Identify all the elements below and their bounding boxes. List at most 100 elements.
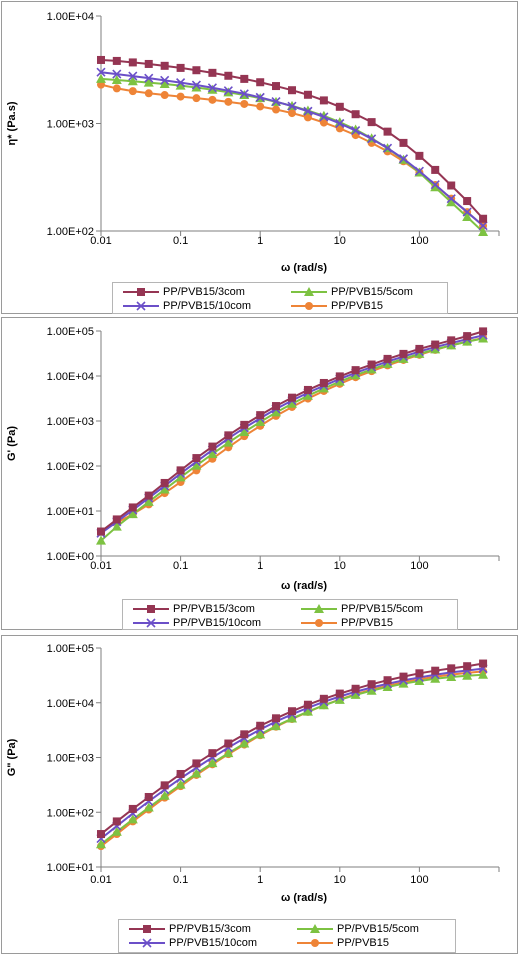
data-point	[366, 685, 377, 695]
data-point	[160, 781, 169, 790]
data-point	[128, 503, 137, 512]
data-point	[446, 340, 457, 350]
legend-marker	[142, 938, 152, 948]
data-point	[382, 681, 393, 691]
x-tick-label: 1	[257, 560, 263, 572]
data-point	[367, 360, 376, 369]
legend-marker	[310, 924, 320, 933]
data-point	[447, 664, 456, 673]
data-point	[446, 672, 457, 682]
data-point	[415, 669, 424, 678]
data-point	[160, 61, 169, 70]
legend-label: PP/PVB15/3com	[163, 286, 245, 298]
data-point	[271, 407, 282, 417]
data-point	[414, 675, 425, 685]
data-point	[96, 67, 106, 77]
data-point	[207, 83, 217, 93]
x-tick-label: 0.1	[173, 235, 188, 247]
axes: 1.00E+01 1.00E+02 1.00E+03 1.00E+04 1.00E+05…	[47, 643, 500, 886]
data-point	[223, 86, 233, 96]
data-point	[351, 366, 360, 375]
legend-item: PP/PVB15/3com	[129, 922, 251, 936]
y-tick-label: 1.00E+04	[47, 371, 94, 383]
data-point	[176, 769, 185, 778]
data-point	[191, 768, 202, 778]
x-tick-label: 100	[410, 560, 428, 572]
y-axis-title: η* (Pa.s)	[6, 101, 18, 145]
loss-modulus-chart-panel: 1.00E+01 1.00E+02 1.00E+03 1.00E+04 1.00E+05…	[1, 635, 518, 954]
data-point	[446, 197, 457, 207]
data-point	[112, 515, 121, 524]
data-point	[239, 738, 250, 748]
data-point	[111, 521, 122, 531]
data-point	[382, 358, 393, 368]
data-point	[192, 94, 201, 103]
data-point	[288, 393, 297, 402]
data-point	[159, 484, 170, 494]
data-point	[399, 349, 408, 358]
data-point	[287, 398, 298, 408]
y-tick-label: 1.00E+01	[47, 506, 94, 518]
data-point	[447, 181, 456, 190]
y-axis-title: G' (Pa)	[6, 426, 18, 461]
data-point	[192, 759, 201, 768]
data-point	[112, 69, 122, 79]
storage-modulus-chart-panel: 1.00E+00 1.00E+01 1.00E+02 1.00E+03 1.00E+04…	[1, 317, 518, 630]
x-tick-label: 100	[410, 874, 428, 886]
data-point	[335, 689, 344, 698]
x-tick-label: 0.01	[90, 560, 111, 572]
data-point	[207, 84, 218, 94]
legend-label: PP/PVB15	[331, 300, 383, 312]
x-tick-label: 10	[334, 235, 346, 247]
data-point	[350, 689, 361, 699]
data-point	[398, 353, 409, 363]
series-line	[100, 662, 484, 835]
data-point	[351, 684, 360, 693]
data-point	[208, 68, 217, 77]
series-circle	[97, 333, 488, 536]
series-circle	[97, 667, 488, 851]
storage-modulus-chart: 1.00E+00 1.00E+01 1.00E+02 1.00E+03 1.00E+04…	[6, 326, 500, 592]
series-square	[97, 55, 488, 223]
data-point	[288, 86, 297, 95]
data-point	[351, 125, 361, 136]
loss-modulus-chart-legend: PP/PVB15/3com PP/PVB15/5com PP/PVB15/10com…	[118, 919, 456, 953]
data-point	[224, 739, 233, 748]
y-tick-label: 1.00E+03	[47, 753, 94, 765]
legend-item: PP/PVB15	[297, 936, 389, 950]
legend-label: PP/PVB15/5com	[341, 603, 423, 615]
data-point	[287, 101, 297, 111]
data-point	[463, 197, 472, 206]
data-point	[224, 431, 233, 440]
legend-item: PP/PVB15/10com	[123, 299, 251, 313]
data-point	[255, 417, 266, 427]
x-tick-label: 0.01	[90, 874, 111, 886]
legend-item: PP/PVB15/3com	[123, 285, 245, 299]
legend-marker	[143, 925, 151, 933]
series-line	[100, 337, 484, 542]
legend-label: PP/PVB15/5com	[331, 286, 413, 298]
legend-marker	[304, 287, 314, 296]
data-point	[479, 659, 488, 668]
data-point	[319, 694, 328, 703]
legend-marker	[311, 939, 319, 947]
data-point	[303, 90, 312, 99]
data-point	[160, 75, 170, 85]
data-point	[144, 59, 153, 68]
y-tick-label: 1.00E+04	[47, 11, 94, 23]
data-point	[288, 707, 297, 716]
data-point	[430, 344, 441, 354]
data-point	[319, 96, 328, 105]
data-point	[240, 730, 249, 739]
data-point	[272, 402, 281, 411]
series-square	[97, 327, 488, 536]
series-line	[100, 667, 484, 840]
data-point	[303, 106, 313, 116]
x-axis-title: ω (rad/s)	[281, 580, 327, 592]
data-point	[224, 71, 233, 80]
data-point	[144, 89, 153, 98]
x-tick-label: 10	[334, 560, 346, 572]
data-point	[255, 729, 266, 739]
data-point	[383, 127, 392, 136]
legend-label: PP/PVB15/3com	[173, 603, 255, 615]
